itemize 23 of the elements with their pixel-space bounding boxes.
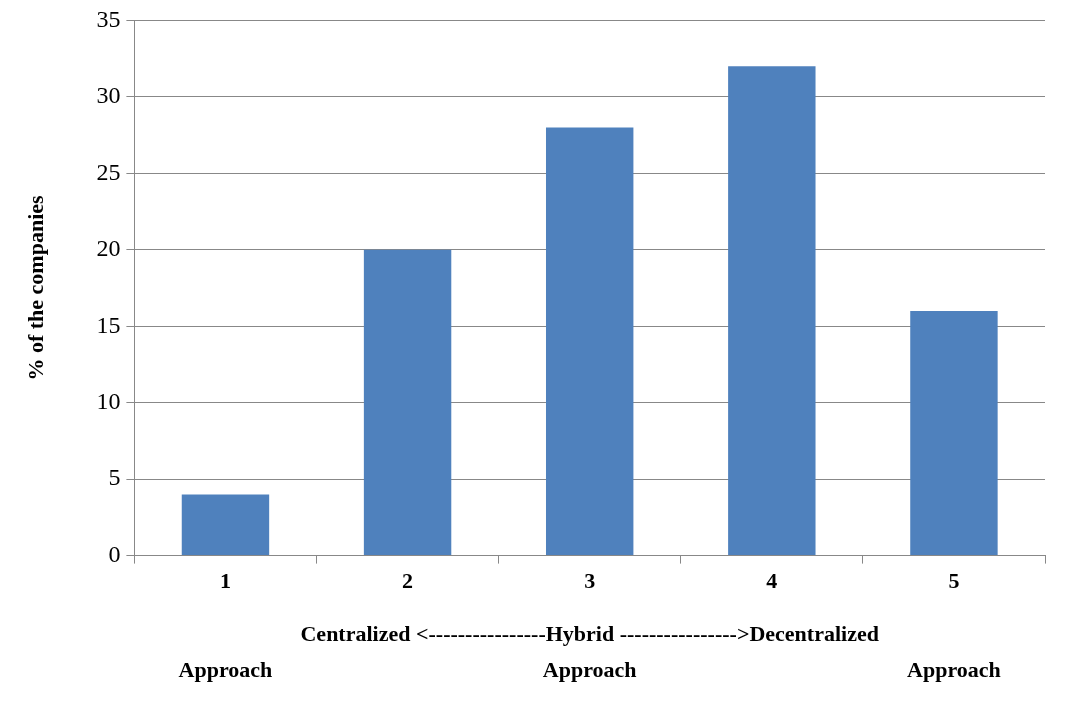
bar xyxy=(363,249,452,556)
bar xyxy=(181,494,270,556)
y-tick-label: 0 xyxy=(108,540,121,567)
x-tick-label: 5 xyxy=(948,568,960,594)
y-tick-label: 10 xyxy=(96,387,121,414)
y-axis-title: % of the companies xyxy=(22,194,48,381)
x-tick-label: 1 xyxy=(219,568,231,594)
bar xyxy=(910,310,998,556)
bar xyxy=(545,127,634,556)
text: Approach xyxy=(907,657,1001,683)
text: Approach xyxy=(542,657,637,683)
text: Approach xyxy=(178,657,273,683)
y-tick-label: 5 xyxy=(108,464,121,491)
x-axis-title: Centralized <----------------Hybrid ---------------->Decentralized xyxy=(300,621,879,647)
y-tick-label: 15 xyxy=(96,311,121,338)
y-tick-label: 30 xyxy=(96,82,121,109)
x-tick-label: 4 xyxy=(766,568,778,594)
y-tick-label: 35 xyxy=(96,5,121,32)
x-tick-label: 3 xyxy=(584,568,596,594)
y-tick-label: 25 xyxy=(96,158,121,185)
x-tick-label: 2 xyxy=(402,568,414,594)
y-tick-label: 20 xyxy=(96,235,121,262)
bar xyxy=(728,66,816,556)
